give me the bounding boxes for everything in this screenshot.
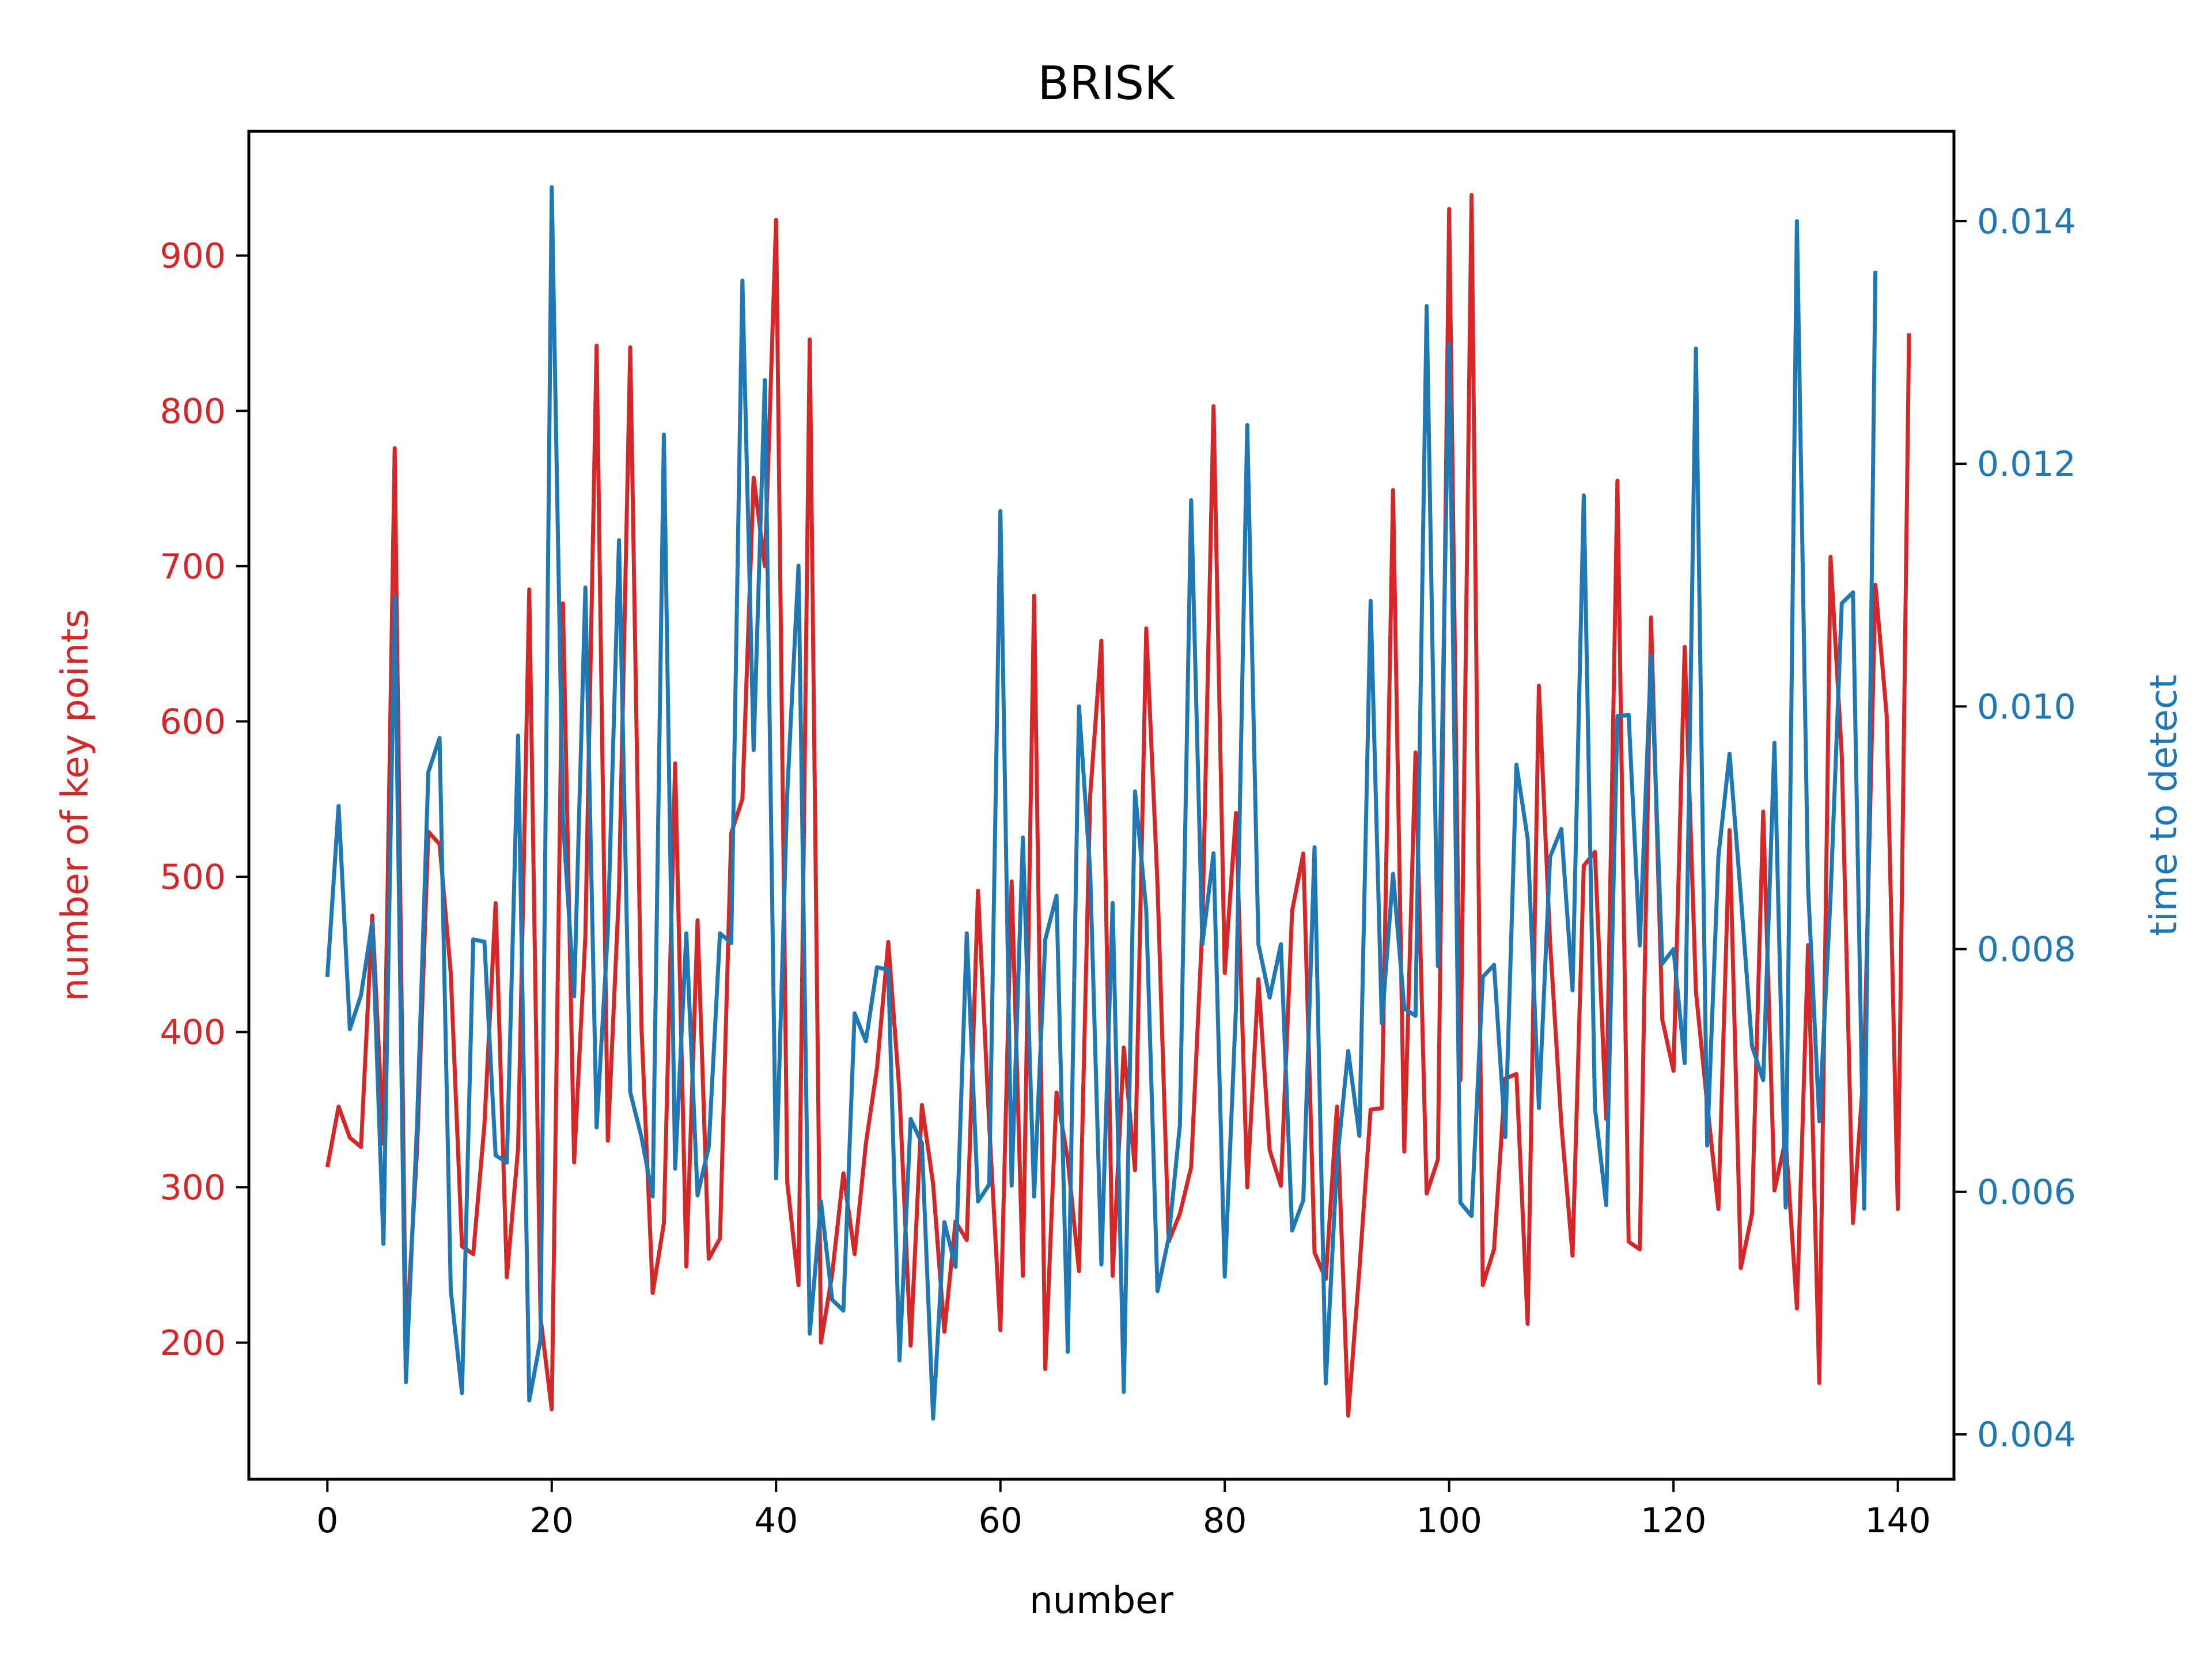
left-tick-label: 800 — [160, 391, 226, 431]
right-tick-label: 0.006 — [1977, 1172, 2076, 1213]
x-tick-label: 120 — [1641, 1501, 1707, 1541]
right-tick-label: 0.008 — [1977, 930, 2076, 970]
right-tick-label: 0.004 — [1977, 1415, 2076, 1455]
x-axis-label: number — [1029, 1580, 1173, 1622]
x-tick-label: 140 — [1865, 1501, 1931, 1541]
x-tick-label: 40 — [754, 1501, 798, 1541]
x-axis: 0 20 40 60 80 100 120 140 — [316, 1479, 1931, 1541]
x-tick-label: 20 — [530, 1501, 574, 1541]
x-tick-label: 80 — [1203, 1501, 1247, 1541]
left-y-axis-label: number of key points — [54, 609, 97, 1001]
left-tick-label: 900 — [160, 236, 226, 276]
x-tick-label: 0 — [316, 1501, 338, 1541]
x-tick-label: 60 — [979, 1501, 1022, 1541]
left-tick-label: 600 — [160, 702, 226, 742]
right-tick-label: 0.012 — [1977, 444, 2076, 484]
chart-title: BRISK — [1037, 56, 1176, 110]
right-tick-label: 0.010 — [1977, 687, 2076, 727]
x-tick-label: 100 — [1416, 1501, 1482, 1541]
right-y-axis-label: time to detect — [2143, 675, 2186, 936]
left-tick-label: 500 — [160, 857, 226, 897]
axes-frame — [247, 130, 1956, 1481]
series-line-right — [325, 185, 1878, 1421]
left-tick-label: 200 — [160, 1323, 226, 1363]
right-tick-label: 0.014 — [1977, 202, 2076, 242]
left-tick-label: 300 — [160, 1168, 226, 1208]
left-tick-label: 700 — [160, 547, 226, 587]
left-tick-label: 400 — [160, 1013, 226, 1053]
plot-area — [325, 185, 1911, 1421]
right-y-axis: 0.004 0.006 0.008 0.010 0.012 0.014 — [1954, 202, 2076, 1455]
left-y-axis: 200 300 400 500 600 700 800 900 — [160, 236, 249, 1363]
